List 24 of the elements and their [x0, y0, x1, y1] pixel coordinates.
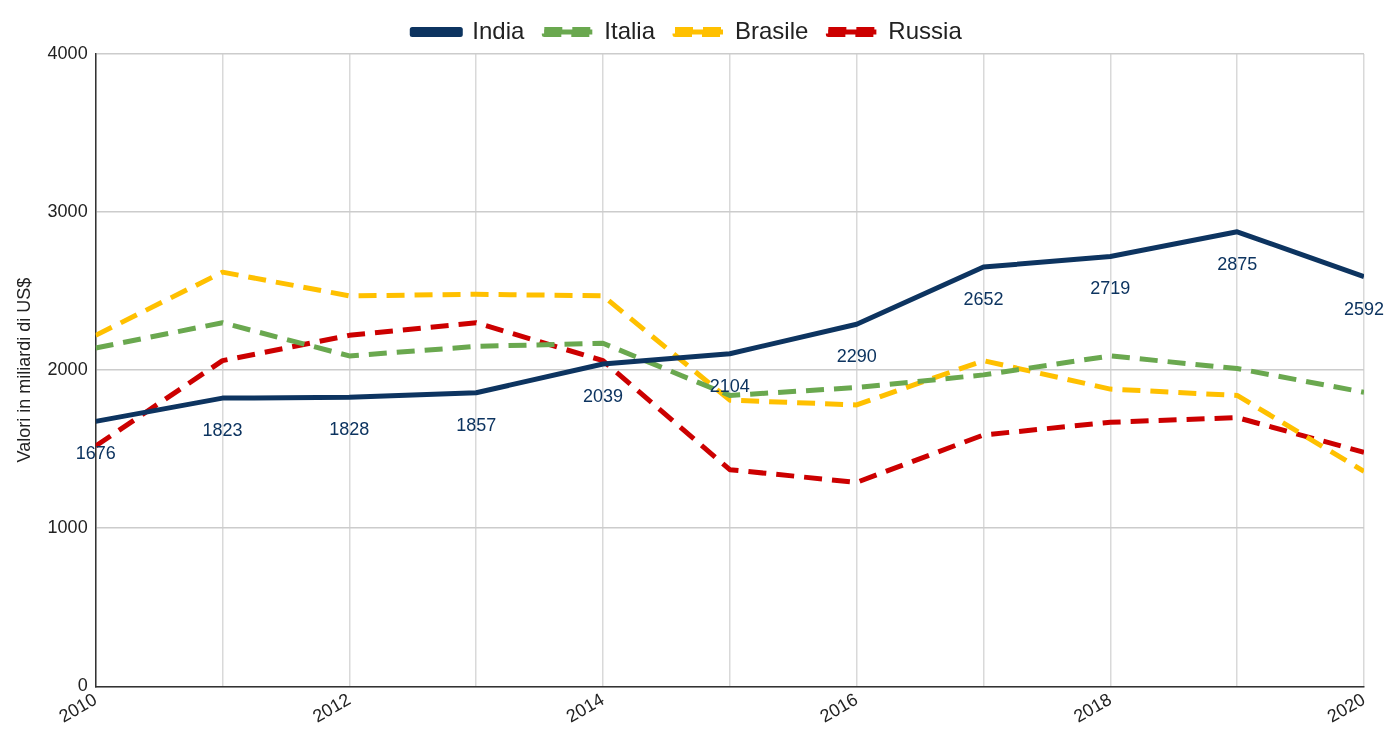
- y-tick-label: 4000: [47, 42, 88, 63]
- x-tick-label: 2020: [1323, 689, 1369, 727]
- legend-label: Brasile: [735, 16, 809, 44]
- data-label: 1823: [202, 420, 243, 441]
- legend-label: Italia: [604, 16, 656, 44]
- y-axis-title: Valori in miliardi di US$: [13, 277, 34, 463]
- x-tick-label: 2018: [1070, 689, 1115, 727]
- data-label: 2875: [1217, 253, 1258, 274]
- y-tick-label: 2000: [47, 359, 88, 380]
- legend-label: Russia: [888, 16, 963, 44]
- data-label: 2592: [1343, 298, 1385, 319]
- y-tick-label: 3000: [47, 201, 88, 222]
- legend-label: India: [472, 16, 525, 44]
- data-label: 2104: [709, 375, 750, 396]
- data-label: 2719: [1090, 278, 1131, 299]
- data-label: 2652: [963, 289, 1004, 310]
- x-tick-label: 2016: [816, 689, 862, 727]
- data-label: 1857: [456, 414, 497, 435]
- x-tick-label: 2012: [309, 689, 354, 727]
- y-tick-label: 1000: [47, 517, 88, 538]
- data-label: 2290: [836, 346, 877, 367]
- x-tick-label: 2014: [562, 689, 608, 727]
- data-label: 2039: [582, 385, 624, 406]
- data-label: 1828: [329, 419, 370, 440]
